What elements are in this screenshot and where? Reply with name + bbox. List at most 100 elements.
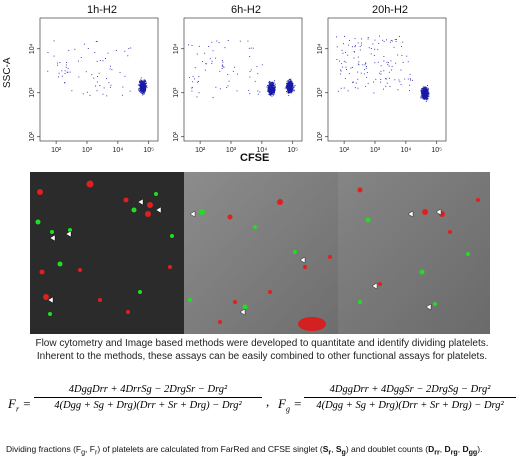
platelet-cell [365, 217, 371, 223]
data-point [288, 81, 290, 83]
platelet-cell [242, 304, 248, 310]
data-point [422, 97, 424, 99]
data-point [427, 87, 429, 89]
data-point [411, 79, 413, 81]
data-point [191, 90, 193, 92]
data-point [269, 81, 271, 83]
data-point [273, 90, 275, 92]
data-point [250, 69, 252, 71]
plot-frame [39, 17, 159, 142]
data-point [293, 90, 295, 92]
data-point [426, 90, 428, 91]
arrowhead-marker [47, 296, 54, 304]
data-point [425, 96, 426, 98]
data-point [272, 85, 274, 87]
data-point [288, 83, 290, 85]
data-point [290, 92, 292, 94]
data-point [380, 78, 382, 80]
data-point [427, 95, 428, 97]
data-point [287, 84, 289, 86]
data-point [292, 89, 294, 91]
data-point [95, 85, 96, 87]
data-point [142, 86, 144, 88]
data-point [360, 72, 362, 74]
data-point [350, 67, 352, 69]
data-point [368, 47, 370, 49]
data-point [423, 93, 425, 95]
data-point [288, 84, 290, 86]
data-point [77, 60, 79, 62]
data-point [111, 69, 113, 71]
data-point [141, 88, 142, 90]
data-point [138, 89, 140, 91]
data-point [269, 88, 271, 89]
data-point [226, 86, 228, 88]
data-point [66, 71, 68, 73]
data-point [293, 89, 295, 91]
data-point [143, 92, 144, 94]
data-point [271, 82, 273, 83]
scatter-points [336, 35, 430, 102]
data-point [425, 93, 427, 95]
data-point [140, 92, 142, 94]
data-point [142, 81, 143, 83]
data-point [56, 64, 58, 66]
data-point [94, 52, 96, 54]
data-point [424, 96, 426, 97]
data-point [144, 85, 146, 87]
data-point [249, 93, 251, 95]
data-point [144, 85, 146, 87]
y-tick-label: 10⁴ [317, 43, 324, 54]
platelet-cell [218, 320, 222, 324]
data-point [378, 42, 380, 44]
data-point [268, 91, 270, 93]
data-point [426, 92, 427, 94]
data-point [140, 86, 142, 88]
data-point [96, 40, 98, 42]
platelet-cell [188, 298, 192, 302]
data-point [103, 87, 105, 89]
data-point [257, 93, 259, 95]
data-point [227, 74, 229, 76]
data-point [270, 89, 272, 91]
data-point [289, 90, 291, 92]
data-point [427, 88, 429, 90]
data-point [293, 86, 295, 88]
data-point [353, 57, 355, 59]
scatter-points [188, 40, 296, 98]
x-tick-label: 10⁴ [256, 147, 267, 154]
data-point [410, 78, 411, 80]
data-point [386, 78, 388, 80]
data-point [386, 61, 388, 63]
data-point [288, 91, 290, 92]
data-point [358, 61, 360, 63]
data-point [272, 81, 274, 83]
data-point [363, 73, 365, 75]
data-point [143, 91, 145, 93]
platelet-cell [233, 300, 237, 304]
data-point [140, 84, 142, 86]
data-point [422, 98, 424, 100]
data-point [291, 87, 293, 89]
data-point [407, 61, 409, 63]
data-point [141, 82, 143, 84]
plot-title-3: 20h-H2 [371, 4, 409, 16]
data-point [425, 97, 427, 99]
platelet-cell [98, 298, 102, 302]
data-point [423, 89, 425, 91]
data-point [424, 92, 425, 94]
data-point [236, 73, 238, 75]
data-point [143, 80, 145, 82]
data-point [271, 89, 273, 91]
data-point [421, 87, 423, 89]
data-point [291, 86, 293, 88]
platelet-cell [48, 312, 52, 316]
data-point [61, 70, 63, 72]
data-point [373, 92, 375, 94]
data-point [289, 80, 291, 82]
data-point [270, 87, 272, 89]
x-tick-label: 10³ [82, 147, 93, 154]
data-point [428, 93, 430, 95]
data-point [423, 97, 424, 99]
data-point [345, 61, 347, 63]
